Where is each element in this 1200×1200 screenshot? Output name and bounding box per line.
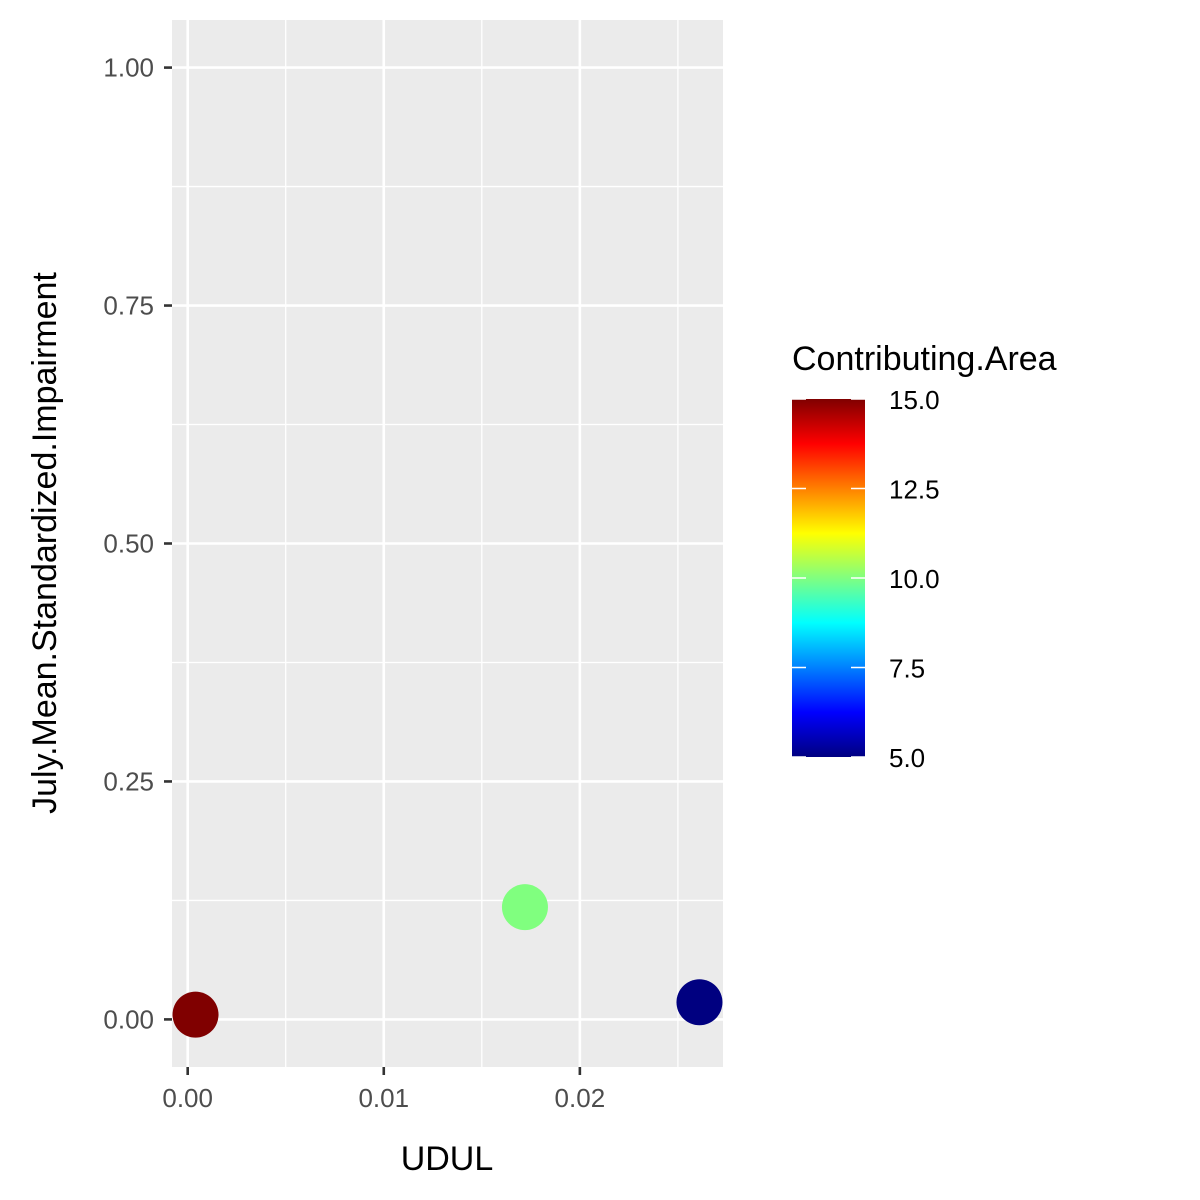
y-axis-title: July.Mean.Standardized.Impairment <box>26 272 64 814</box>
legend-tick-label: 15.0 <box>889 385 940 415</box>
legend-tick-label: 12.5 <box>889 475 940 505</box>
y-axis: 0.00 0.25 0.50 0.75 1.00 <box>103 53 172 1034</box>
data-point <box>501 884 548 931</box>
color-legend: Contributing.Area 15.0 12.5 10.0 7.5 5.0 <box>792 340 1057 773</box>
y-tick-label: 1.00 <box>103 53 154 83</box>
data-points <box>172 884 723 1038</box>
y-tick-label: 0.50 <box>103 529 154 559</box>
x-axis-title: UDUL <box>401 1140 494 1178</box>
x-axis: 0.00 0.01 0.02 <box>162 1067 605 1113</box>
y-tick-label: 0.75 <box>103 291 154 321</box>
legend-title: Contributing.Area <box>792 340 1057 378</box>
data-point <box>172 991 219 1038</box>
legend-tick-label: 10.0 <box>889 564 940 594</box>
x-tick-label: 0.01 <box>358 1083 409 1113</box>
y-tick-label: 0.25 <box>103 766 154 796</box>
legend-tick-label: 5.0 <box>889 743 925 773</box>
major-grid <box>172 20 723 1067</box>
data-point <box>676 979 723 1026</box>
legend-tick-label: 7.5 <box>889 654 925 684</box>
x-tick-label: 0.00 <box>162 1083 213 1113</box>
legend-ticks: 15.0 12.5 10.0 7.5 5.0 <box>792 385 940 773</box>
y-tick-label: 0.00 <box>103 1004 154 1034</box>
x-tick-label: 0.02 <box>555 1083 606 1113</box>
